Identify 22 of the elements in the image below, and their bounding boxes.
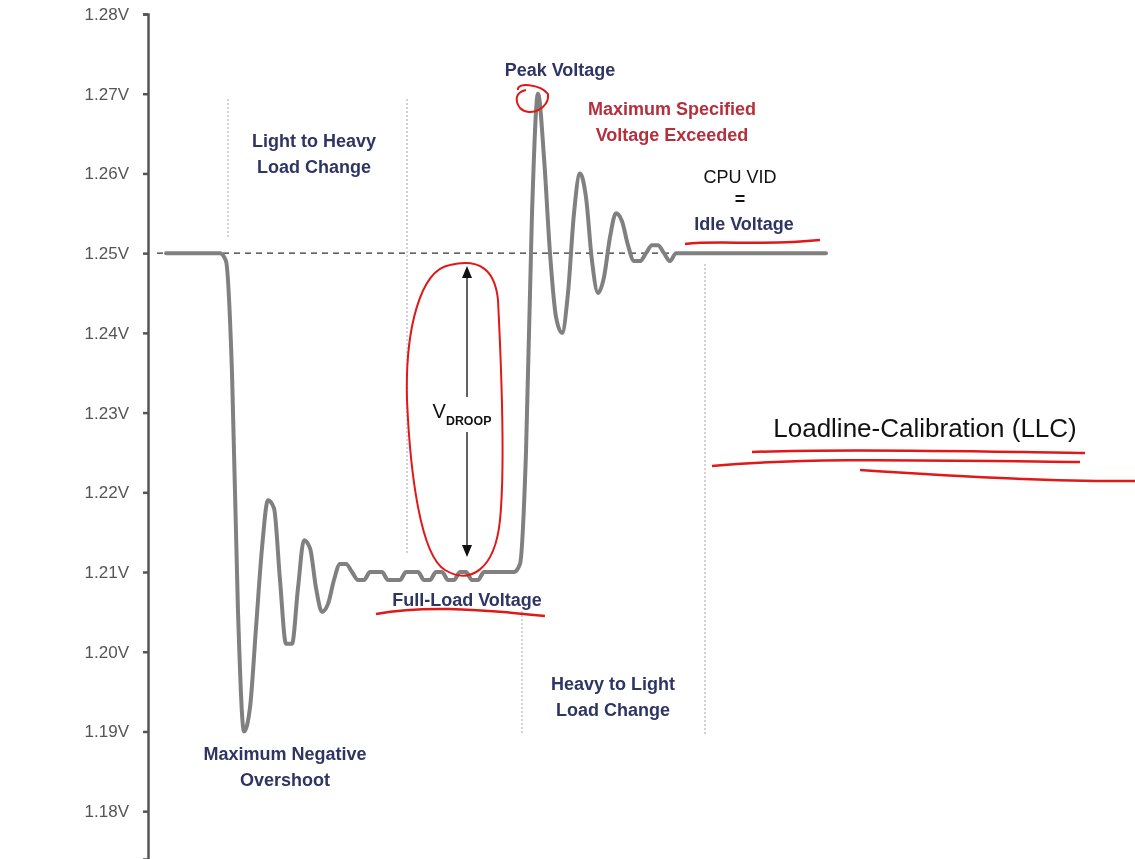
annotation: V$_{DROOP}$: [432, 400, 492, 428]
annotation: Heavy to Light Load Change: [550, 674, 676, 720]
annotation: CPU VID: [703, 167, 777, 187]
annotation: Full-Load Voltage: [392, 590, 542, 610]
y-tick-label: 1.21V: [84, 562, 130, 582]
y-tick-label: 1.18V: [84, 802, 130, 822]
annotation: Maximum Negative Overshoot: [203, 744, 367, 790]
y-tick-label: 1.23V: [84, 403, 130, 423]
annotation: Idle Voltage: [694, 214, 794, 234]
y-tick-label: 1.25V: [84, 244, 130, 264]
y-tick-label: 1.26V: [84, 164, 130, 184]
annotation: Light to Heavy Load Change: [251, 131, 377, 177]
y-tick-label: 1.19V: [84, 722, 130, 742]
annotation: =: [734, 189, 746, 209]
annotation: Peak Voltage: [504, 60, 616, 80]
y-tick-label: 1.22V: [84, 483, 130, 503]
y-tick-label: 1.28V: [84, 4, 130, 24]
y-tick-label: 1.27V: [84, 84, 130, 104]
y-tick-label: 1.24V: [84, 323, 130, 343]
annotation: Loadline-Calibration (LLC): [773, 413, 1077, 443]
annotation: Maximum Specified Voltage Exceeded: [587, 99, 757, 145]
y-tick-label: 1.20V: [84, 642, 130, 662]
